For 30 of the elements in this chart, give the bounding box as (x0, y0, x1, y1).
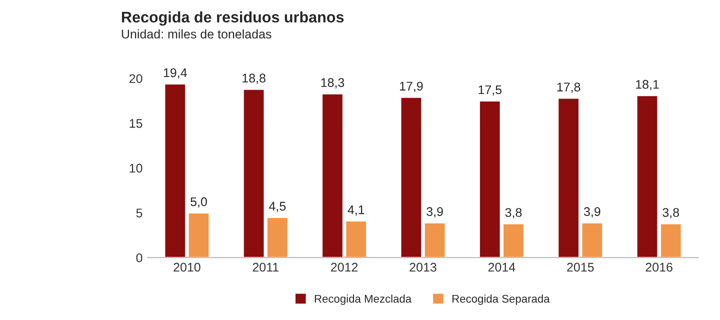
data-label: 4,1 (348, 206, 364, 216)
data-label: 3,8 (505, 208, 522, 218)
data-label: 18,8 (242, 74, 266, 84)
x-tick-label: 2013 (410, 262, 436, 272)
data-label: 18,3 (321, 78, 344, 88)
x-tick-label: 2011 (252, 262, 278, 272)
y-tick-label: 0 (136, 253, 142, 262)
data-label: 3,9 (426, 207, 443, 218)
x-tick-label: 2010 (174, 262, 200, 272)
data-label: 17,5 (478, 85, 502, 96)
x-tick-label: 2012 (331, 262, 358, 272)
data-label: 3,9 (584, 207, 600, 218)
data-label: 5,0 (190, 197, 207, 208)
y-tick-label: 5 (136, 208, 142, 218)
data-label: 18,1 (636, 80, 659, 90)
x-tick-label: 2014 (488, 262, 516, 272)
y-tick-label: 10 (130, 164, 142, 173)
x-tick-label: 2015 (567, 262, 594, 272)
chart-subtitle: Unidad: miles de toneladas (122, 29, 272, 39)
data-label: 17,8 (557, 82, 580, 93)
x-tick-label: 2016 (646, 262, 672, 272)
y-tick-label: 15 (130, 119, 142, 128)
data-label: 3,8 (662, 208, 680, 218)
data-label: 19,4 (164, 68, 187, 79)
legend-label: Recogida Mezclada (314, 294, 412, 305)
y-tick-label: 20 (129, 74, 142, 84)
data-label: 17,9 (400, 82, 423, 92)
legend-label: Recogida Separada (452, 294, 550, 305)
data-label: 4,5 (269, 202, 286, 212)
chart-title: Recogida de residuos urbanos (122, 11, 344, 26)
